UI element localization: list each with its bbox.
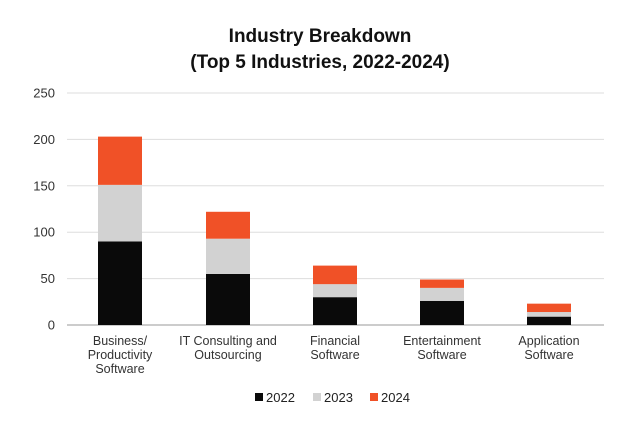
y-tick-label: 150 bbox=[33, 178, 55, 193]
legend-label-2024: 2024 bbox=[381, 390, 410, 405]
x-category-label: Software bbox=[310, 348, 359, 362]
x-category-label: Financial bbox=[310, 334, 360, 348]
bar-segment-2022 bbox=[206, 273, 250, 325]
gridlines bbox=[67, 92, 604, 326]
y-axis-tick-labels: 0 50 100 150 200 250 bbox=[33, 86, 55, 333]
bar-segment-2023 bbox=[98, 184, 142, 242]
y-tick-label: 200 bbox=[33, 132, 55, 147]
x-category-label: Outsourcing bbox=[194, 348, 261, 362]
bar-segment-2024 bbox=[527, 303, 571, 313]
legend-label-2023: 2023 bbox=[324, 390, 353, 405]
x-category-label: Productivity bbox=[88, 348, 153, 362]
y-tick-label: 0 bbox=[48, 318, 55, 333]
bar-segment-2022 bbox=[527, 316, 571, 325]
x-category-label: IT Consulting and bbox=[179, 334, 277, 348]
y-tick-label: 250 bbox=[33, 86, 55, 101]
x-category-label: Entertainment bbox=[403, 334, 481, 348]
bar-segment-2022 bbox=[98, 241, 142, 325]
chart-title-line-1: Industry Breakdown bbox=[229, 26, 412, 47]
x-category-label: Software bbox=[417, 348, 466, 362]
legend-swatch-2024 bbox=[370, 393, 378, 401]
legend-swatch-2022 bbox=[255, 393, 263, 401]
bar-segment-2024 bbox=[420, 279, 464, 288]
legend-swatch-2023 bbox=[313, 393, 321, 401]
legend-label-2022: 2022 bbox=[266, 390, 295, 405]
bars bbox=[98, 136, 571, 325]
x-category-label: Application bbox=[518, 334, 579, 348]
bar-segment-2023 bbox=[313, 284, 357, 298]
bar-segment-2023 bbox=[527, 312, 571, 317]
bar-segment-2024 bbox=[313, 265, 357, 285]
bar-segment-2024 bbox=[206, 211, 250, 239]
bar-segment-2022 bbox=[420, 300, 464, 325]
bar-segment-2023 bbox=[420, 287, 464, 301]
y-tick-label: 100 bbox=[33, 225, 55, 240]
bar-segment-2023 bbox=[206, 238, 250, 274]
bar-segment-2022 bbox=[313, 297, 357, 325]
y-tick-label: 50 bbox=[41, 271, 55, 286]
legend: 2022 2023 2024 bbox=[255, 390, 410, 405]
bar-segment-2024 bbox=[98, 136, 142, 185]
chart-title-line-2: (Top 5 Industries, 2022-2024) bbox=[190, 52, 449, 73]
x-category-label: Software bbox=[95, 362, 144, 376]
x-category-label: Software bbox=[524, 348, 573, 362]
x-category-label: Business/ bbox=[93, 334, 148, 348]
